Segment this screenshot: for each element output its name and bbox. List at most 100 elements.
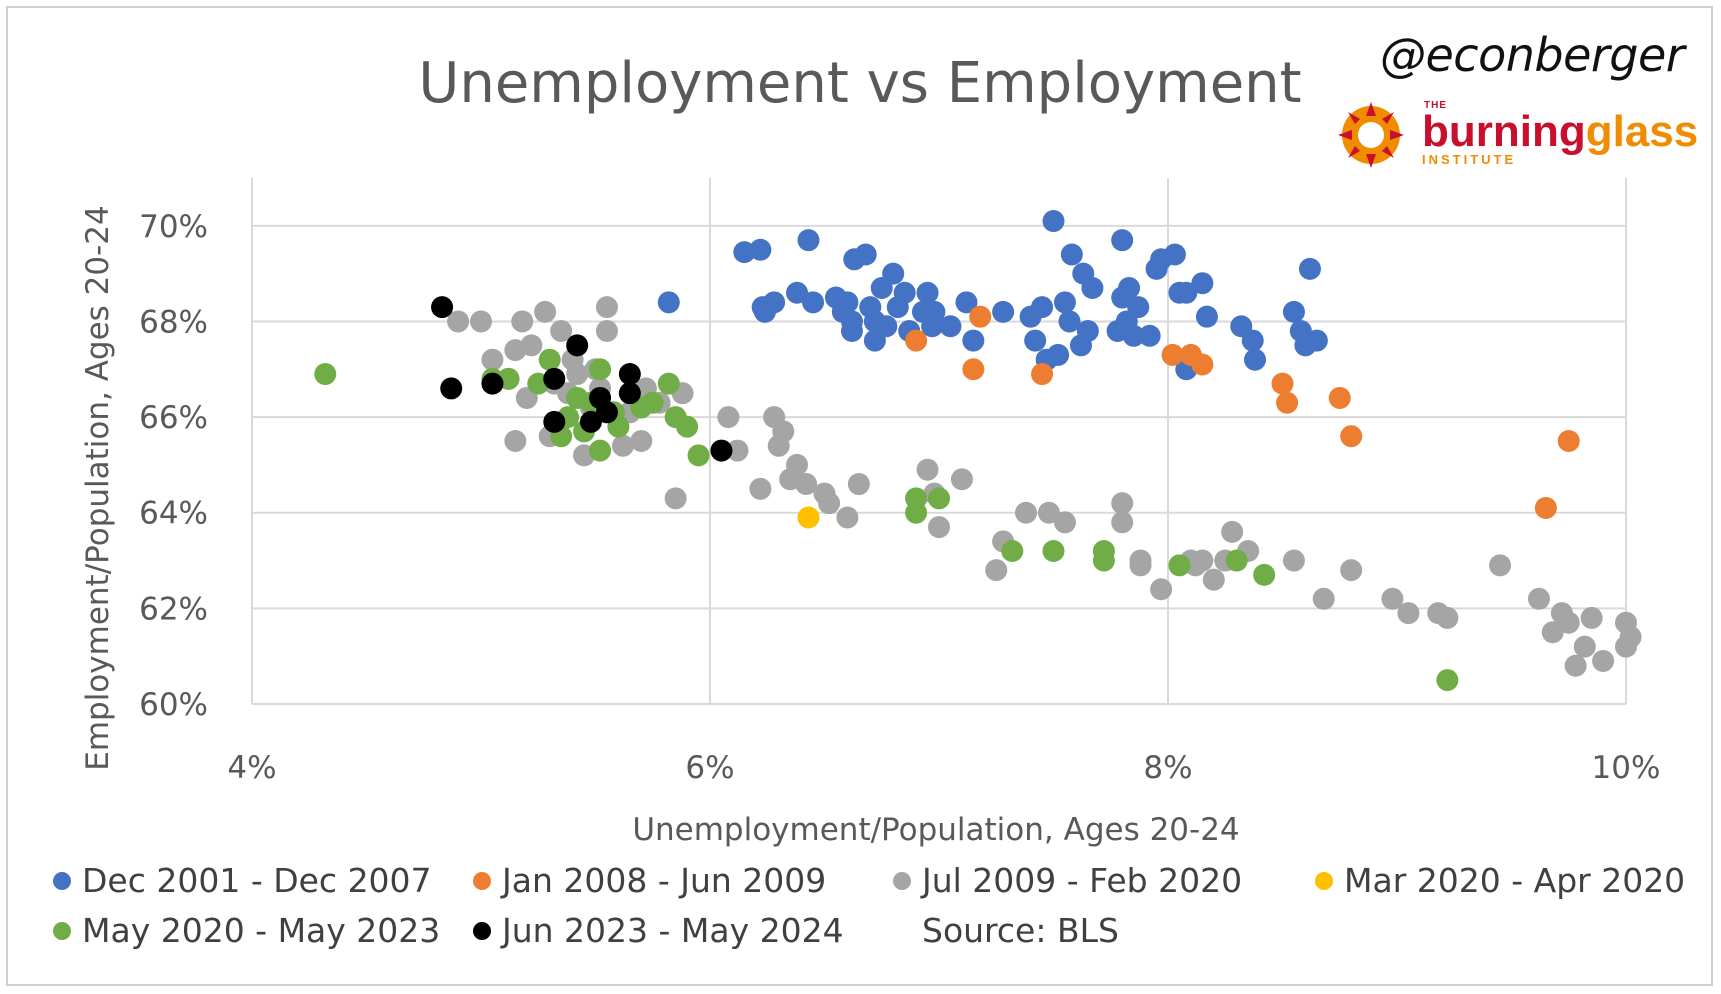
data-point <box>1058 310 1081 333</box>
axes: 60% 62% 64% 66% 68% 70% 4% 6% 8% 10% <box>139 209 1660 786</box>
data-point <box>1060 243 1083 266</box>
data-point <box>923 300 946 323</box>
data-point <box>1129 554 1152 577</box>
data-point <box>1024 329 1047 352</box>
data-point <box>1221 520 1244 543</box>
data-point <box>1175 281 1198 304</box>
logo-wordmark: burningglass <box>1422 110 1698 154</box>
chart-frame <box>6 6 1713 986</box>
data-point <box>1138 324 1161 347</box>
data-point <box>1527 587 1550 610</box>
data-point <box>1340 559 1363 582</box>
data-point <box>1489 554 1512 577</box>
data-point <box>595 296 618 319</box>
data-point <box>1436 606 1459 629</box>
legend-label: Jun 2023 - May 2024 <box>500 911 844 950</box>
data-point <box>772 420 795 443</box>
data-point <box>1042 539 1065 562</box>
data-point <box>1241 329 1264 352</box>
data-point <box>1150 578 1173 601</box>
data-point <box>1615 635 1637 658</box>
data-point <box>1195 305 1218 328</box>
data-point <box>836 291 859 314</box>
x-tick-label: 6% <box>685 750 734 786</box>
data-point <box>1225 549 1248 572</box>
y-tick-label: 60% <box>139 687 208 723</box>
data-point <box>566 363 589 386</box>
data-point <box>1397 602 1420 625</box>
data-point <box>1042 210 1065 233</box>
data-point <box>589 358 612 381</box>
y-tick-label: 66% <box>139 400 208 436</box>
legend-marker <box>473 872 491 890</box>
data-point <box>447 310 470 333</box>
data-point <box>595 401 618 424</box>
data-point <box>314 363 337 386</box>
data-point <box>797 506 820 529</box>
data-point <box>802 291 825 314</box>
data-point <box>1340 425 1363 448</box>
data-point <box>939 315 962 338</box>
data-point <box>882 262 905 285</box>
legend-marker <box>53 872 71 890</box>
data-point <box>589 439 612 462</box>
logo-word-burning: burning <box>1422 107 1586 156</box>
data-point <box>1557 430 1580 452</box>
data-point <box>1092 549 1115 572</box>
data-point <box>1001 539 1024 562</box>
data-point <box>481 348 504 371</box>
data-point <box>664 487 687 510</box>
x-axis-label: Unemployment/Population, Ages 20-24 <box>632 812 1239 848</box>
data-point <box>676 415 699 438</box>
data-point <box>511 310 534 333</box>
data-point <box>1298 257 1321 280</box>
data-point <box>579 410 602 433</box>
data-point <box>1122 324 1145 347</box>
legend-label: Jul 2009 - Feb 2020 <box>920 861 1242 900</box>
data-point <box>1047 343 1070 366</box>
data-point <box>717 406 740 429</box>
data-point <box>1037 501 1060 524</box>
legend-marker <box>53 922 71 940</box>
data-point <box>916 458 939 481</box>
data-point <box>726 439 749 462</box>
data-point <box>1282 300 1305 323</box>
data-point <box>763 291 786 314</box>
data-point <box>955 291 978 314</box>
data-point <box>928 487 950 510</box>
data-point <box>1381 587 1404 610</box>
sun-logo-icon <box>1338 102 1404 168</box>
y-tick-label: 68% <box>139 304 208 340</box>
legend-marker <box>473 922 491 940</box>
data-point <box>520 334 543 357</box>
data-point <box>543 410 566 433</box>
data-point <box>1244 348 1267 371</box>
data-point <box>1127 296 1150 319</box>
data-point <box>618 363 641 386</box>
data-point <box>1328 386 1351 409</box>
data-point <box>1305 329 1328 352</box>
data-point <box>1031 296 1054 319</box>
data-point <box>985 559 1008 582</box>
data-point <box>595 320 618 343</box>
data-point <box>566 334 589 357</box>
y-axis-label: Employment/Population, Ages 20-24 <box>80 205 116 771</box>
data-points <box>314 210 1642 692</box>
legend: Dec 2001 - Dec 2007 Jan 2008 - Jun 2009 Ju… <box>53 861 1685 950</box>
data-point <box>916 281 939 304</box>
data-point <box>1031 363 1054 386</box>
data-point <box>710 439 733 462</box>
data-point <box>657 372 680 395</box>
logo-the: THE <box>1424 100 1447 111</box>
data-point <box>893 281 916 304</box>
legend-label: Dec 2001 - Dec 2007 <box>82 861 432 900</box>
data-point <box>950 468 973 491</box>
data-point <box>1015 501 1038 524</box>
data-point <box>1271 372 1294 395</box>
y-tick-label: 64% <box>139 496 208 532</box>
data-point <box>1592 649 1615 672</box>
logo-institute: INSTITUTE <box>1422 152 1517 167</box>
data-point <box>962 358 985 381</box>
legend-marker <box>893 872 911 890</box>
data-point <box>1564 654 1587 677</box>
